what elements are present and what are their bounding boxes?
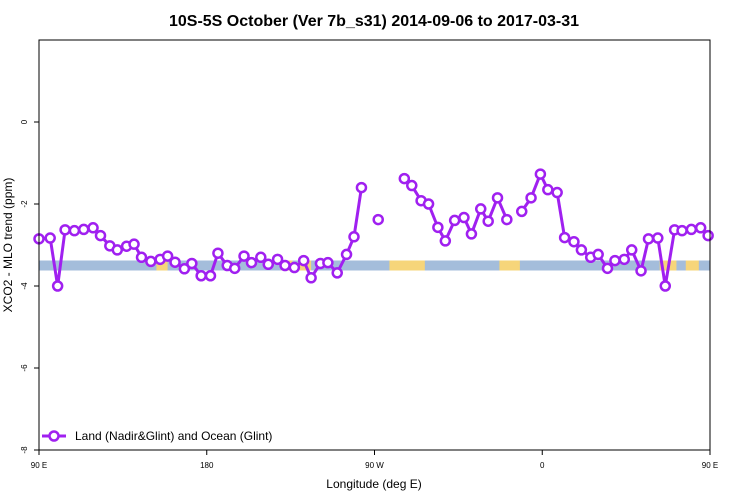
x-tick-label: 0 — [540, 461, 545, 470]
data-point — [348, 231, 360, 243]
land-strip — [685, 260, 699, 271]
y-tick-label: -4 — [20, 282, 29, 290]
data-point — [439, 235, 452, 247]
data-point — [575, 244, 588, 256]
data-point — [111, 244, 124, 256]
data-point — [652, 232, 664, 244]
data-point — [465, 228, 478, 240]
data-point — [551, 186, 563, 199]
data-point — [271, 253, 284, 266]
data-point — [448, 214, 461, 227]
data-point — [676, 224, 688, 237]
data-point — [491, 192, 504, 204]
data-point — [702, 229, 714, 242]
data-point — [59, 224, 71, 236]
data-point — [515, 205, 528, 218]
data-point — [51, 280, 64, 292]
data-point — [659, 280, 672, 292]
data-point — [87, 222, 99, 234]
legend-entry: Land (Nadir&Glint) and Ocean (Glint) — [75, 429, 272, 443]
data-point — [542, 183, 554, 196]
y-axis-label: XCO2 - MLO trend (ppm) — [1, 178, 15, 313]
x-axis: 90 E 180 90 W 0 90 E — [31, 450, 718, 470]
y-tick-label: -6 — [20, 364, 29, 372]
data-point — [204, 270, 217, 282]
data-point — [558, 231, 571, 244]
series-line — [403, 177, 509, 243]
x-axis-label: Longitude (deg E) — [326, 477, 421, 491]
data-point — [398, 172, 411, 185]
data-point — [592, 248, 604, 261]
data-point — [482, 215, 494, 227]
x-tick-label: 90 E — [31, 461, 47, 470]
data-point — [178, 263, 191, 275]
data-point — [195, 270, 207, 282]
data-point — [355, 181, 368, 194]
data-point — [186, 257, 198, 270]
data-point — [406, 179, 418, 192]
data-point — [128, 238, 140, 250]
data-point — [685, 223, 698, 236]
data-point — [474, 203, 487, 215]
x-tick-label: 90 E — [702, 461, 718, 470]
data-point — [635, 265, 647, 277]
data-point — [322, 256, 334, 269]
data-point — [642, 233, 655, 245]
data-point — [340, 248, 353, 261]
data-point — [44, 232, 56, 244]
data-point — [568, 235, 580, 248]
data-point — [161, 250, 174, 262]
data-point — [534, 168, 547, 180]
y-tick-label: -2 — [20, 200, 29, 208]
data-point — [525, 192, 537, 204]
data-point — [305, 272, 317, 284]
x-tick-label: 180 — [200, 461, 214, 470]
data-point — [297, 254, 310, 267]
legend: Land (Nadir&Glint) and Ocean (Glint) — [42, 429, 272, 443]
chart-title: 10S-5S October (Ver 7b_s31) 2014-09-06 t… — [169, 13, 579, 30]
data-point — [145, 255, 157, 268]
series-layer — [33, 168, 714, 292]
data-point — [601, 262, 614, 275]
data-point — [212, 247, 224, 259]
land-strip — [156, 260, 168, 271]
x-tick-label: 90 W — [365, 461, 384, 470]
y-tick-label: -8 — [20, 446, 29, 454]
data-point — [422, 198, 435, 210]
data-point — [68, 224, 81, 237]
data-point — [255, 251, 267, 264]
ocean-strip — [39, 260, 710, 271]
data-point — [94, 229, 107, 242]
data-point — [432, 221, 444, 234]
data-point — [238, 250, 250, 262]
data-point — [77, 223, 90, 236]
data-point — [135, 251, 148, 264]
land-strip — [389, 260, 425, 271]
data-point — [694, 222, 707, 234]
data-point — [228, 262, 241, 275]
data-point — [501, 213, 513, 226]
land-strip — [499, 260, 520, 271]
data-point — [609, 254, 621, 267]
data-point — [262, 258, 275, 271]
data-point — [279, 259, 291, 272]
data-point — [331, 267, 343, 279]
data-point — [458, 211, 470, 224]
y-axis: 0 -2 -4 -6 -8 — [20, 119, 39, 454]
legend-marker — [48, 430, 60, 442]
data-point — [625, 244, 638, 256]
data-point — [618, 253, 631, 266]
data-point — [245, 256, 258, 269]
data-point — [169, 256, 181, 268]
y-tick-label: 0 — [20, 119, 29, 124]
data-point — [372, 213, 384, 226]
data-point — [288, 261, 301, 274]
